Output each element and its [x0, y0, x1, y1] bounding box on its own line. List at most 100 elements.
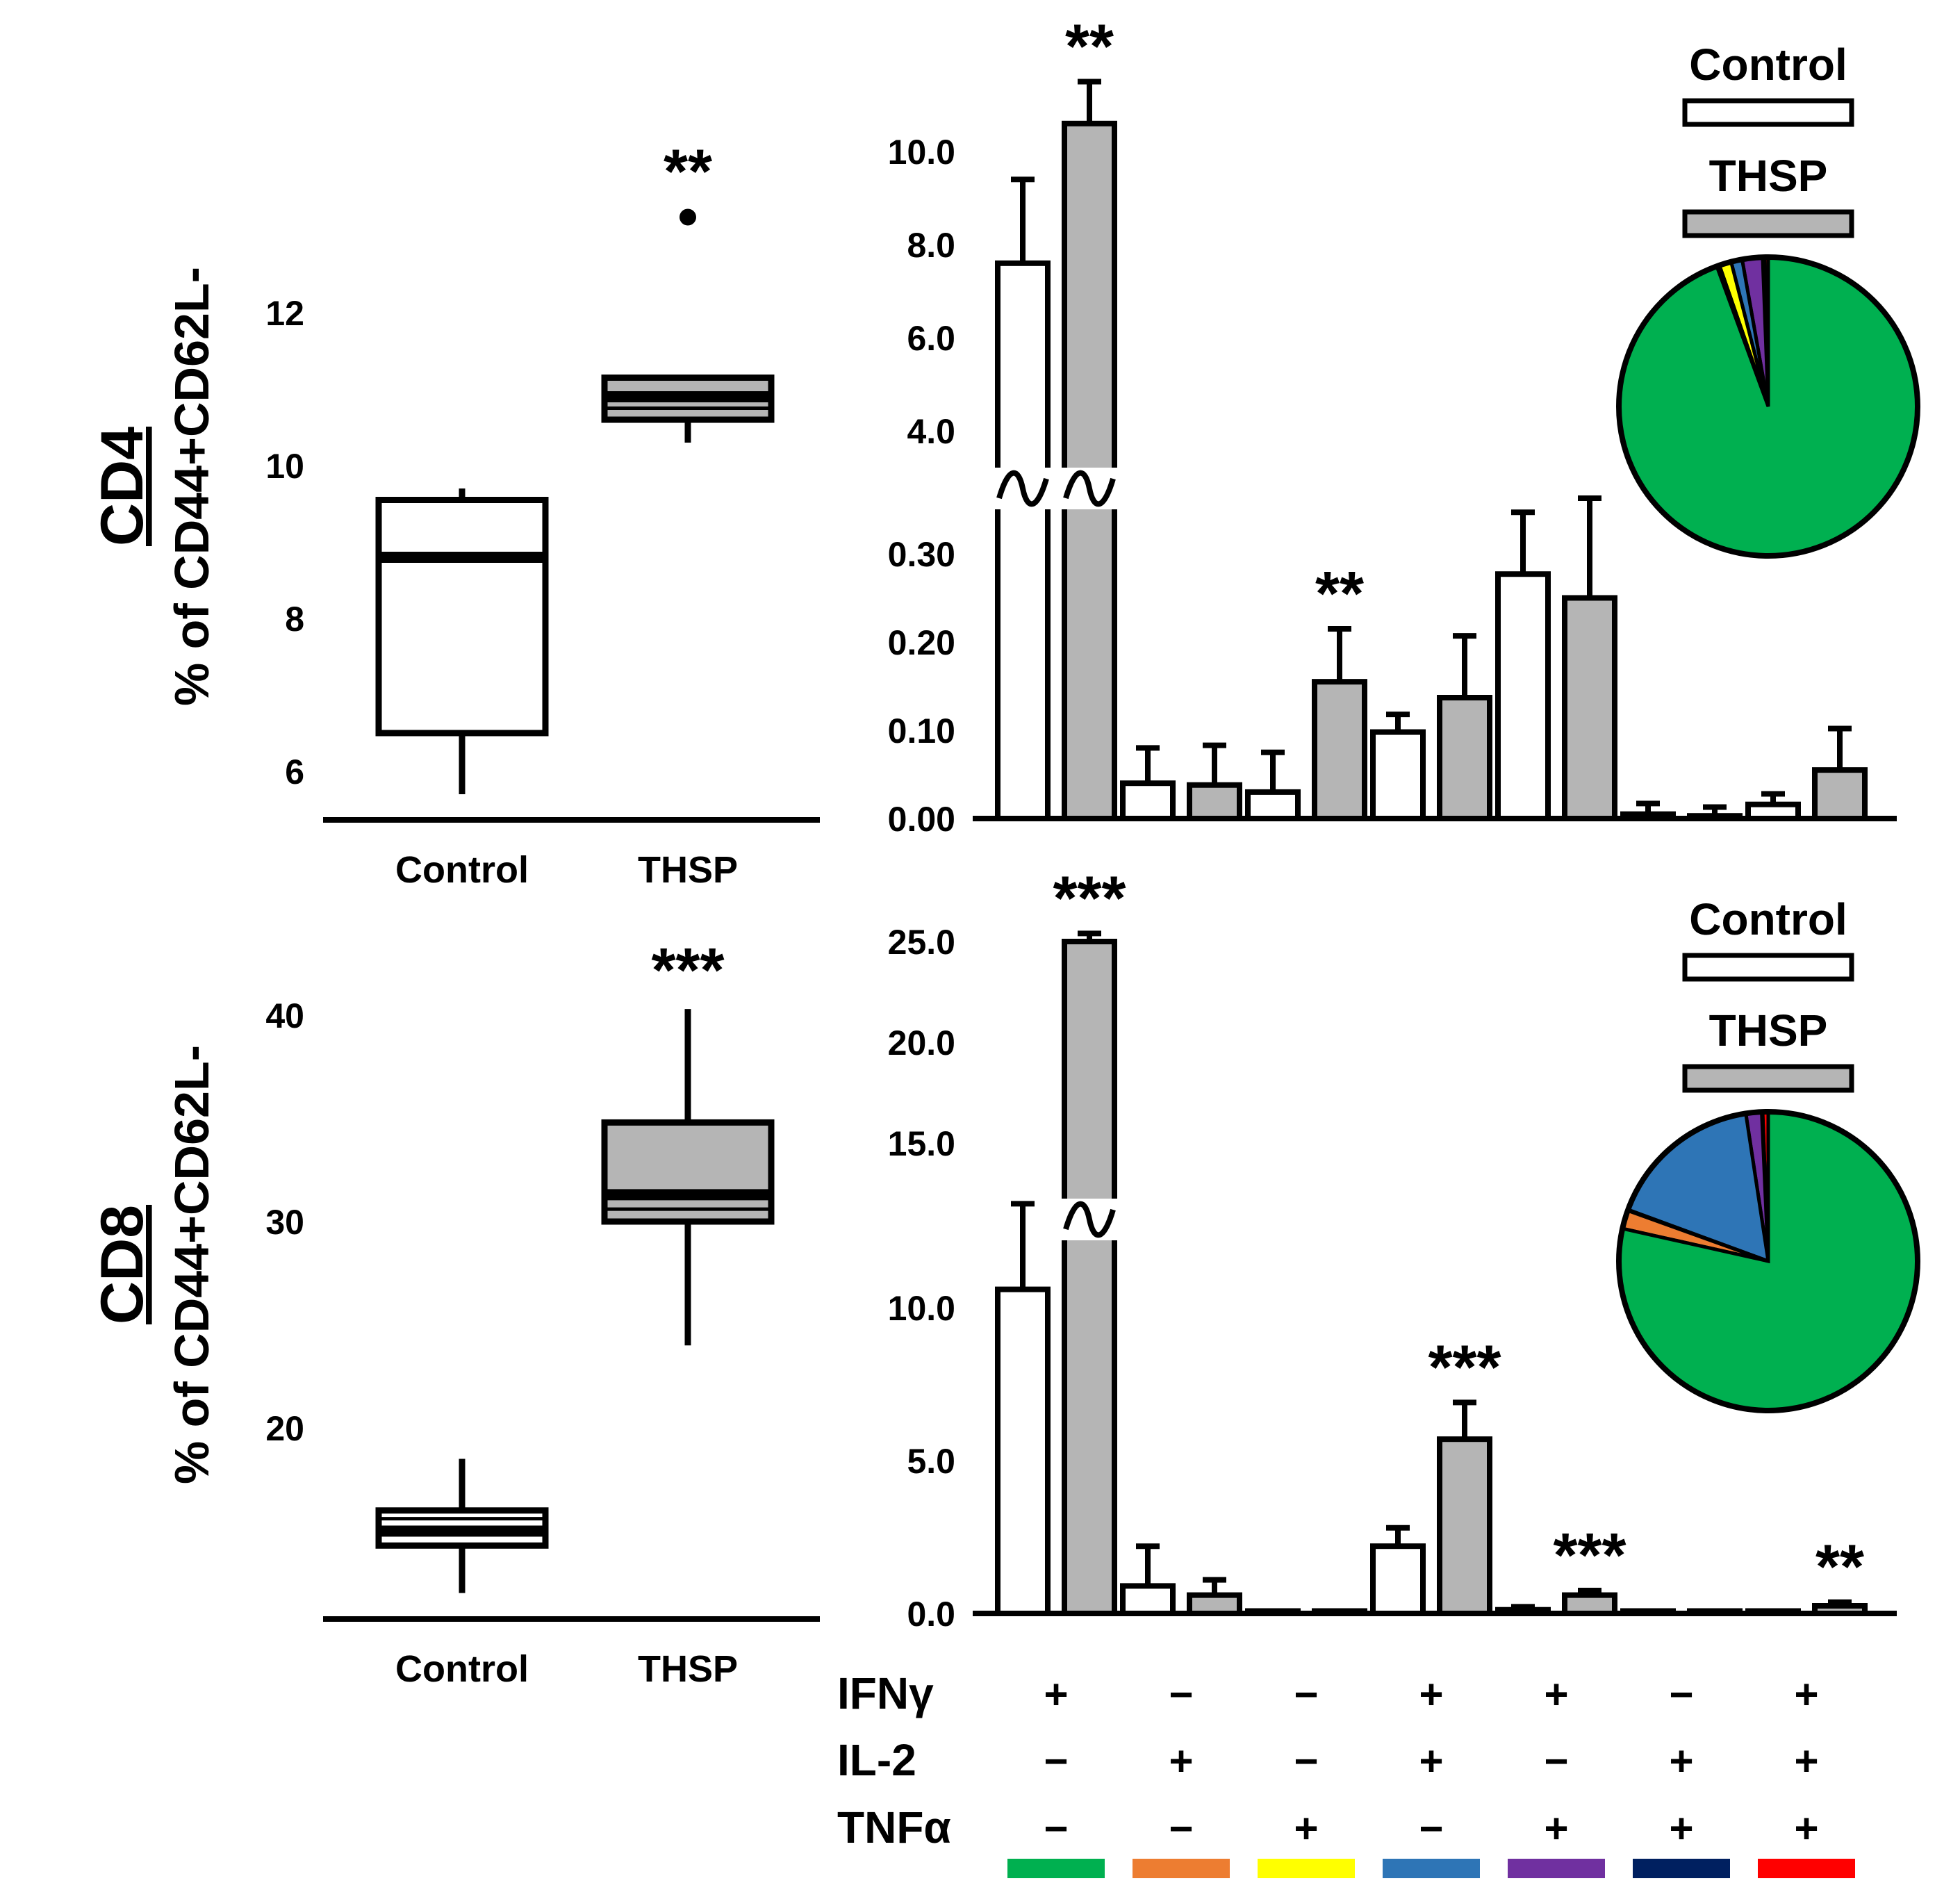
x-category-label: THSP	[638, 849, 738, 891]
significance-marker: ***	[1553, 1521, 1626, 1591]
combination-color-swatch	[1508, 1859, 1605, 1878]
box-thsp: ***	[601, 936, 775, 1346]
y-tick-label: 15.0	[888, 1124, 955, 1163]
cytokine-sign: +	[1669, 1738, 1693, 1784]
thsp-bar	[1062, 939, 1117, 1616]
thsp-bar	[1187, 1592, 1242, 1617]
cytokine-sign: +	[1419, 1738, 1443, 1784]
y-tick-label: 20	[265, 1409, 304, 1448]
significance-marker: **	[1065, 13, 1114, 82]
y-tick-label: 0.10	[888, 712, 955, 750]
bar-group-7	[1745, 725, 1868, 822]
box-control	[375, 1458, 549, 1593]
legend-swatch-thsp	[1682, 1064, 1854, 1093]
y-tick-label: 0.20	[888, 623, 955, 662]
control-bar	[1370, 1543, 1426, 1616]
cytokine-sign: +	[1294, 1805, 1318, 1852]
cell-type-title: CD4	[89, 427, 156, 546]
thsp-bar	[1812, 1603, 1868, 1616]
legend-label-control: Control	[1689, 40, 1847, 90]
pie-chart	[1616, 254, 1920, 559]
combination-color-swatch	[1383, 1859, 1480, 1878]
control-bar	[1495, 571, 1551, 822]
x-category-label: THSP	[638, 1648, 738, 1690]
thsp-bar	[1687, 813, 1743, 821]
cytokine-sign: +	[1544, 1805, 1568, 1852]
thsp-bar	[1437, 695, 1492, 822]
bar-group-2	[1120, 1543, 1242, 1617]
combination-color-swatch	[1258, 1859, 1355, 1878]
combination-color-swatch	[1007, 1859, 1105, 1878]
bar-group-5	[1495, 495, 1617, 822]
y-tick-label: 10	[265, 447, 304, 486]
bar-group-4	[1370, 633, 1492, 822]
cytokine-sign: +	[1794, 1738, 1818, 1784]
cytokine-sign: +	[1794, 1671, 1818, 1718]
y-tick-label: 0.0	[907, 1595, 955, 1634]
bar-group-2	[1120, 742, 1242, 821]
thsp-bar	[1312, 1608, 1367, 1616]
y-tick-label: 25.0	[888, 923, 955, 962]
bar-group-4: ***	[1370, 1333, 1501, 1616]
bar-group-1: **	[995, 13, 1117, 822]
cytokine-sign: −	[1169, 1671, 1193, 1718]
axis-break-symbol	[1063, 470, 1116, 507]
y-tick-label: 8.0	[907, 226, 955, 265]
bar-group-7: **	[1745, 1533, 1868, 1616]
combination-color-swatch	[1633, 1859, 1730, 1878]
y-axis-label: % of CD44+CD62L-	[165, 267, 219, 706]
control-bar	[1495, 1606, 1551, 1616]
y-tick-label: 20.0	[888, 1024, 955, 1062]
y-tick-label: 40	[265, 996, 304, 1035]
cytokine-sign: +	[1419, 1671, 1443, 1718]
significance-marker: **	[1815, 1533, 1864, 1602]
cytokine-sign: −	[1294, 1671, 1318, 1718]
y-tick-label: 30	[265, 1203, 304, 1242]
cytokine-label: IFNγ	[837, 1668, 934, 1718]
cell-type-title: CD8	[89, 1205, 156, 1324]
y-tick-label: 0.00	[888, 800, 955, 839]
cytokine-sign: −	[1294, 1738, 1318, 1784]
control-bar	[995, 1286, 1051, 1616]
cytokine-sign: +	[1544, 1671, 1568, 1718]
control-bar	[1120, 1583, 1176, 1616]
legend-swatch-control	[1682, 98, 1854, 127]
axis-break-symbol	[1063, 1201, 1116, 1238]
control-bar	[1745, 1608, 1801, 1616]
thsp-bar	[1312, 679, 1367, 822]
y-tick-label: 8	[285, 600, 304, 639]
axis-break-symbol	[996, 470, 1049, 507]
control-bar	[1245, 789, 1301, 822]
y-tick-label: 10.0	[888, 133, 955, 172]
cytokine-sign: +	[1669, 1805, 1693, 1852]
thsp-bar	[1812, 767, 1868, 822]
combination-color-swatch	[1133, 1859, 1230, 1878]
y-axis-label: % of CD44+CD62L-	[165, 1045, 219, 1484]
cytokine-sign: +	[1794, 1805, 1818, 1852]
y-tick-label: 10.0	[888, 1289, 955, 1328]
cytokine-sign: −	[1044, 1805, 1068, 1852]
bar-group-3	[1245, 1608, 1367, 1616]
bar-group-6	[1620, 800, 1743, 822]
y-tick-label: 0.30	[888, 535, 955, 574]
significance-marker: **	[664, 138, 712, 207]
outlier-point	[680, 208, 696, 226]
bar-group-6	[1620, 1608, 1743, 1616]
significance-marker: ***	[1053, 864, 1126, 933]
y-tick-label: 6.0	[907, 319, 955, 358]
cytokine-sign: −	[1044, 1738, 1068, 1784]
bar-group-1: ***	[995, 864, 1126, 1616]
legend-swatch-control	[1682, 953, 1854, 982]
control-bar	[1620, 811, 1676, 822]
cytokine-sign: +	[1169, 1738, 1193, 1784]
y-tick-label: 6	[285, 753, 304, 791]
control-bar	[1745, 801, 1801, 822]
control-bar	[1245, 1608, 1301, 1616]
box-control	[375, 488, 549, 794]
legend-label-thsp: THSP	[1709, 151, 1828, 201]
box-iqr	[601, 1119, 775, 1225]
thsp-bar	[1687, 1608, 1743, 1616]
pie-chart	[1616, 1109, 1920, 1413]
control-bar	[1120, 780, 1176, 821]
thsp-bar	[1187, 782, 1242, 821]
